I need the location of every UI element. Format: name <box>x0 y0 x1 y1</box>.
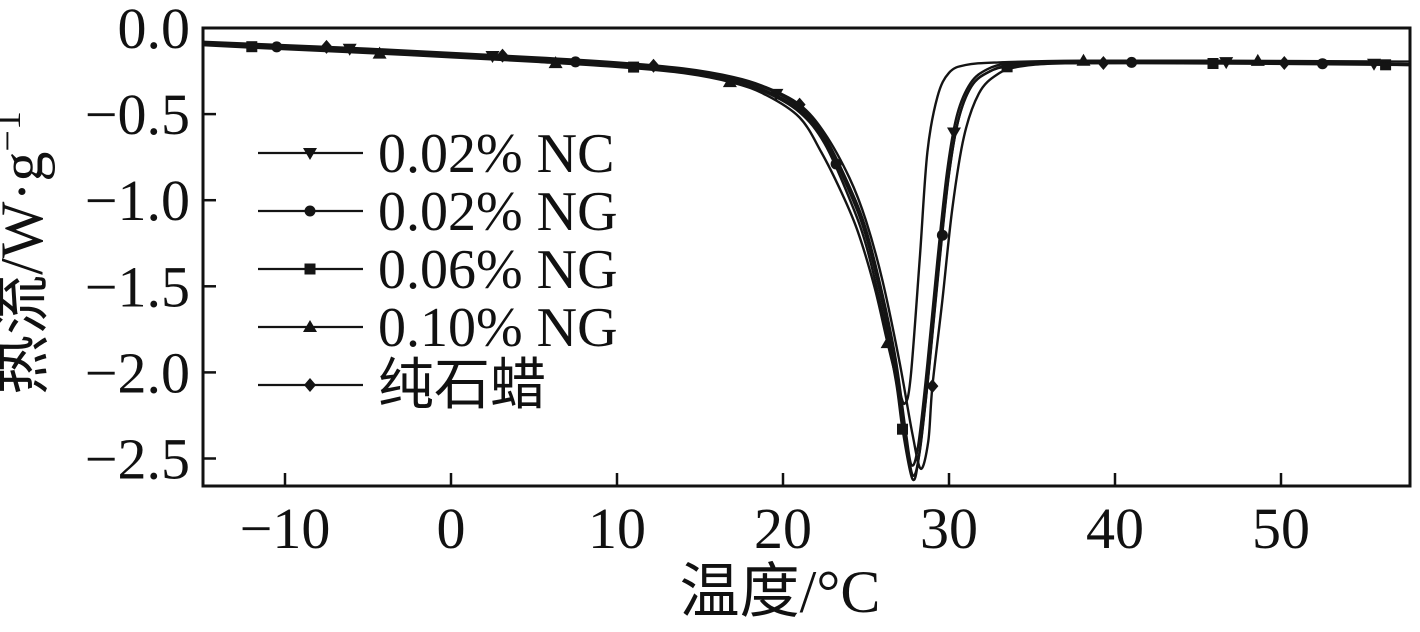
legend-item: 0.10% NG <box>258 297 618 359</box>
diamond-icon <box>320 39 333 54</box>
x-tick-label: 40 <box>1086 496 1144 561</box>
x-tick-label: 0 <box>437 496 466 561</box>
legend-label: 0.02% NC <box>378 123 614 185</box>
x-tick-label: −10 <box>240 496 331 561</box>
y-tick-label: −1.0 <box>85 168 190 233</box>
triangle-up-icon <box>722 75 737 88</box>
legend-item: 0.02% NG <box>258 181 618 243</box>
legend-label: 纯石蜡 <box>378 355 546 417</box>
diamond-icon <box>496 48 509 63</box>
series-group <box>203 39 1410 482</box>
x-axis-title: 温度/°C <box>680 559 881 625</box>
square-icon <box>304 263 316 275</box>
series-line <box>203 44 1410 406</box>
diamond-icon <box>1278 56 1291 70</box>
y-axis-title: 热流/W·g−1 <box>0 111 55 395</box>
legend-label: 0.02% NG <box>378 181 618 243</box>
legend-item: 0.06% NG <box>258 239 618 301</box>
series-line <box>203 40 1410 471</box>
y-tick-label: 0.0 <box>118 0 191 61</box>
legend-item: 纯石蜡 <box>258 355 546 417</box>
legend-item: 0.02% NC <box>258 123 614 185</box>
triangle-up-icon <box>372 46 387 59</box>
y-tick-label: −0.5 <box>85 82 190 147</box>
y-tick-label: −2.0 <box>85 340 190 405</box>
legend-label: 0.06% NG <box>378 239 618 301</box>
triangle-up-icon <box>303 320 317 332</box>
triangle-up-icon <box>880 336 895 349</box>
y-tick-label: −1.5 <box>85 254 190 319</box>
square-icon <box>1001 61 1013 73</box>
diamond-icon <box>793 97 806 112</box>
plot-frame <box>201 26 1412 488</box>
circle-icon <box>304 205 316 217</box>
diamond-icon <box>1097 56 1110 70</box>
triangle-down-icon <box>303 148 317 160</box>
square-icon <box>897 423 908 435</box>
legend-label: 0.10% NG <box>378 297 618 359</box>
diamond-icon <box>304 378 316 392</box>
x-tick-label: 10 <box>588 496 646 561</box>
x-tick-label: 20 <box>754 496 812 561</box>
diamond-icon <box>926 379 939 394</box>
x-tick-label: 50 <box>1252 496 1310 561</box>
x-tick-label: 30 <box>920 496 978 561</box>
diamond-icon <box>647 58 660 73</box>
y-tick-label: −2.5 <box>85 427 190 492</box>
triangle-down-icon <box>947 127 961 140</box>
triangle-up-icon <box>548 56 563 69</box>
